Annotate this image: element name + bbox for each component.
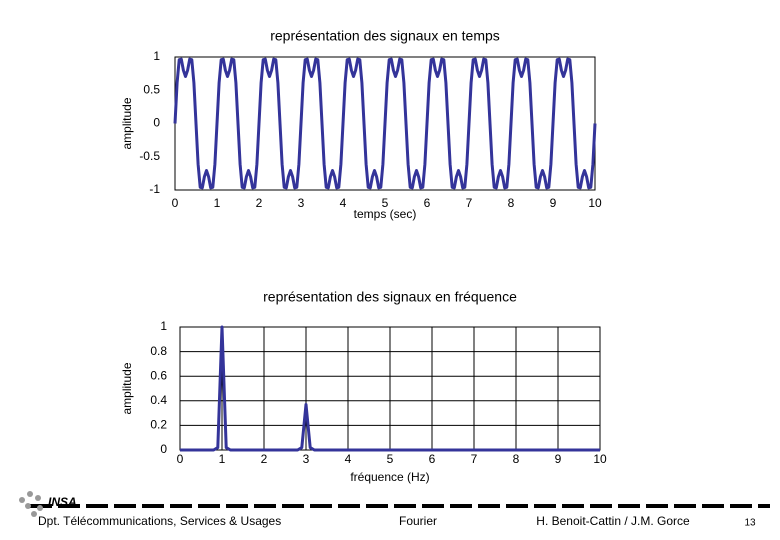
y-tick-label: 0.6 (150, 368, 167, 382)
logo: INSA (48, 495, 77, 509)
x-tick-label: 0 (172, 196, 179, 210)
y-tick-label: 1 (160, 319, 167, 333)
y-tick-label: 0.4 (150, 393, 167, 407)
x-tick-label: 6 (424, 196, 431, 210)
page-number: 13 (744, 518, 756, 529)
x-tick-label: 4 (345, 452, 352, 466)
x-tick-label: 7 (466, 196, 473, 210)
x-tick-label: 3 (298, 196, 305, 210)
y-tick-label: 1 (153, 49, 160, 63)
x-tick-label: 1 (214, 196, 221, 210)
y-axis-label: amplitude (120, 362, 134, 414)
x-tick-label: 9 (555, 452, 562, 466)
x-tick-label: 1 (219, 452, 226, 466)
signal-line (173, 57, 597, 190)
footer-authors: H. Benoit-Cattin / J.M. Gorce (536, 514, 690, 528)
x-tick-label: 10 (593, 452, 607, 466)
x-tick-label: 5 (387, 452, 394, 466)
x-tick-label: 8 (508, 196, 515, 210)
y-tick-label: 0 (160, 442, 167, 456)
y-tick-label: -0.5 (139, 149, 160, 163)
y-tick-label: 0 (153, 116, 160, 130)
footer-topic: Fourier (399, 514, 437, 528)
x-tick-label: 2 (256, 196, 263, 210)
footer-department: Dpt. Télécommunications, Services & Usag… (38, 514, 281, 528)
chart-title: représentation des signaux en fréquence (263, 289, 517, 305)
logo-dots (19, 491, 43, 517)
y-tick-label: 0.5 (143, 82, 160, 96)
y-tick-label: 0.8 (150, 344, 167, 358)
chart-title: représentation des signaux en temps (270, 28, 500, 44)
x-tick-label: 6 (429, 452, 436, 466)
signal-line (180, 325, 600, 452)
x-tick-label: 3 (303, 452, 310, 466)
x-tick-label: 7 (471, 452, 478, 466)
x-tick-label: 4 (340, 196, 347, 210)
x-tick-label: 8 (513, 452, 520, 466)
x-tick-label: 9 (550, 196, 557, 210)
x-axis-label: temps (sec) (354, 207, 417, 221)
y-tick-label: -1 (149, 182, 160, 196)
x-tick-label: 10 (588, 196, 602, 210)
y-tick-label: 0.2 (150, 418, 167, 432)
x-tick-label: 2 (261, 452, 268, 466)
x-tick-label: 5 (382, 196, 389, 210)
x-tick-label: 0 (177, 452, 184, 466)
y-axis-label: amplitude (120, 97, 134, 149)
x-axis-label: fréquence (Hz) (350, 470, 429, 484)
